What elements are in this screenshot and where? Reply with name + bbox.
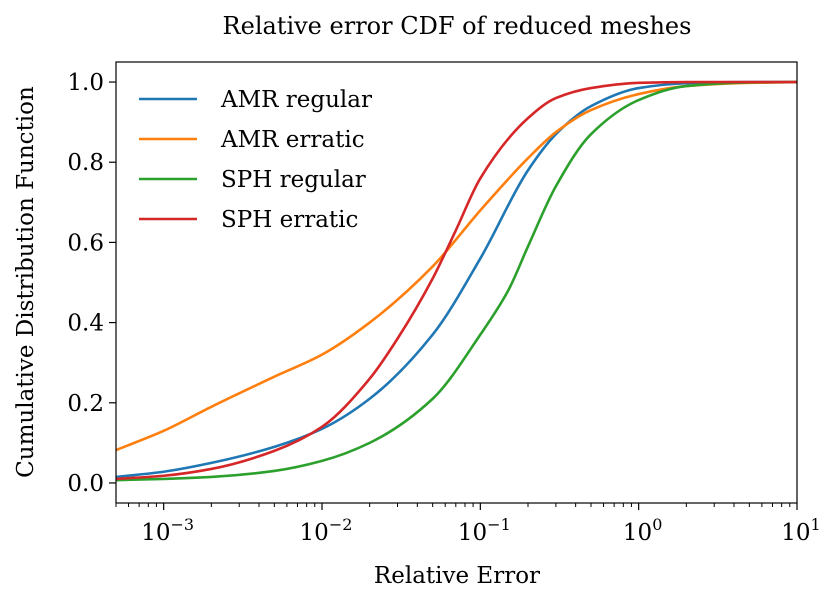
- x-tick-label: 100: [623, 515, 662, 546]
- legend-label-amr-regular: AMR regular: [220, 87, 372, 113]
- legend: AMR regular AMR erratic SPH regular SPH err…: [139, 87, 372, 233]
- x-tick-label: 10−3: [141, 515, 194, 546]
- chart-title: Relative error CDF of reduced meshes: [223, 12, 692, 40]
- x-axis: 10−3 10−2 10−1 100 101: [115, 503, 821, 546]
- y-axis-label: Cumulative Distribution Function: [13, 86, 39, 478]
- series-line-amr-regular: [116, 80, 797, 479]
- series-line-sph-regular: [116, 80, 797, 482]
- y-tick-label: 0.0: [67, 471, 104, 497]
- series-line-amr-erratic: [116, 80, 797, 452]
- y-tick-label: 0.4: [67, 311, 104, 337]
- y-axis: 0.0 0.2 0.4 0.6 0.8 1.0: [67, 70, 116, 497]
- y-tick-label: 0.6: [67, 230, 104, 256]
- y-tick-label: 0.8: [67, 150, 104, 176]
- legend-label-sph-erratic: SPH erratic: [221, 207, 358, 233]
- x-tick-label: 10−1: [458, 515, 511, 546]
- y-tick-label: 0.2: [67, 391, 104, 417]
- x-tick-label: 101: [781, 515, 820, 546]
- y-tick-label: 1.0: [67, 70, 104, 96]
- legend-label-amr-erratic: AMR erratic: [220, 127, 365, 153]
- legend-label-sph-regular: SPH regular: [221, 167, 366, 193]
- plot-frame: [115, 61, 798, 504]
- series-line-sph-erratic: [116, 80, 797, 481]
- x-tick-label: 10−2: [300, 515, 353, 546]
- series-group: [116, 80, 797, 482]
- plot-area: 10−3 10−2 10−1 100 101 0.0 0.2 0.4 0.6 0.8 1.0 AMR …: [67, 61, 821, 546]
- x-axis-label: Relative Error: [374, 563, 540, 589]
